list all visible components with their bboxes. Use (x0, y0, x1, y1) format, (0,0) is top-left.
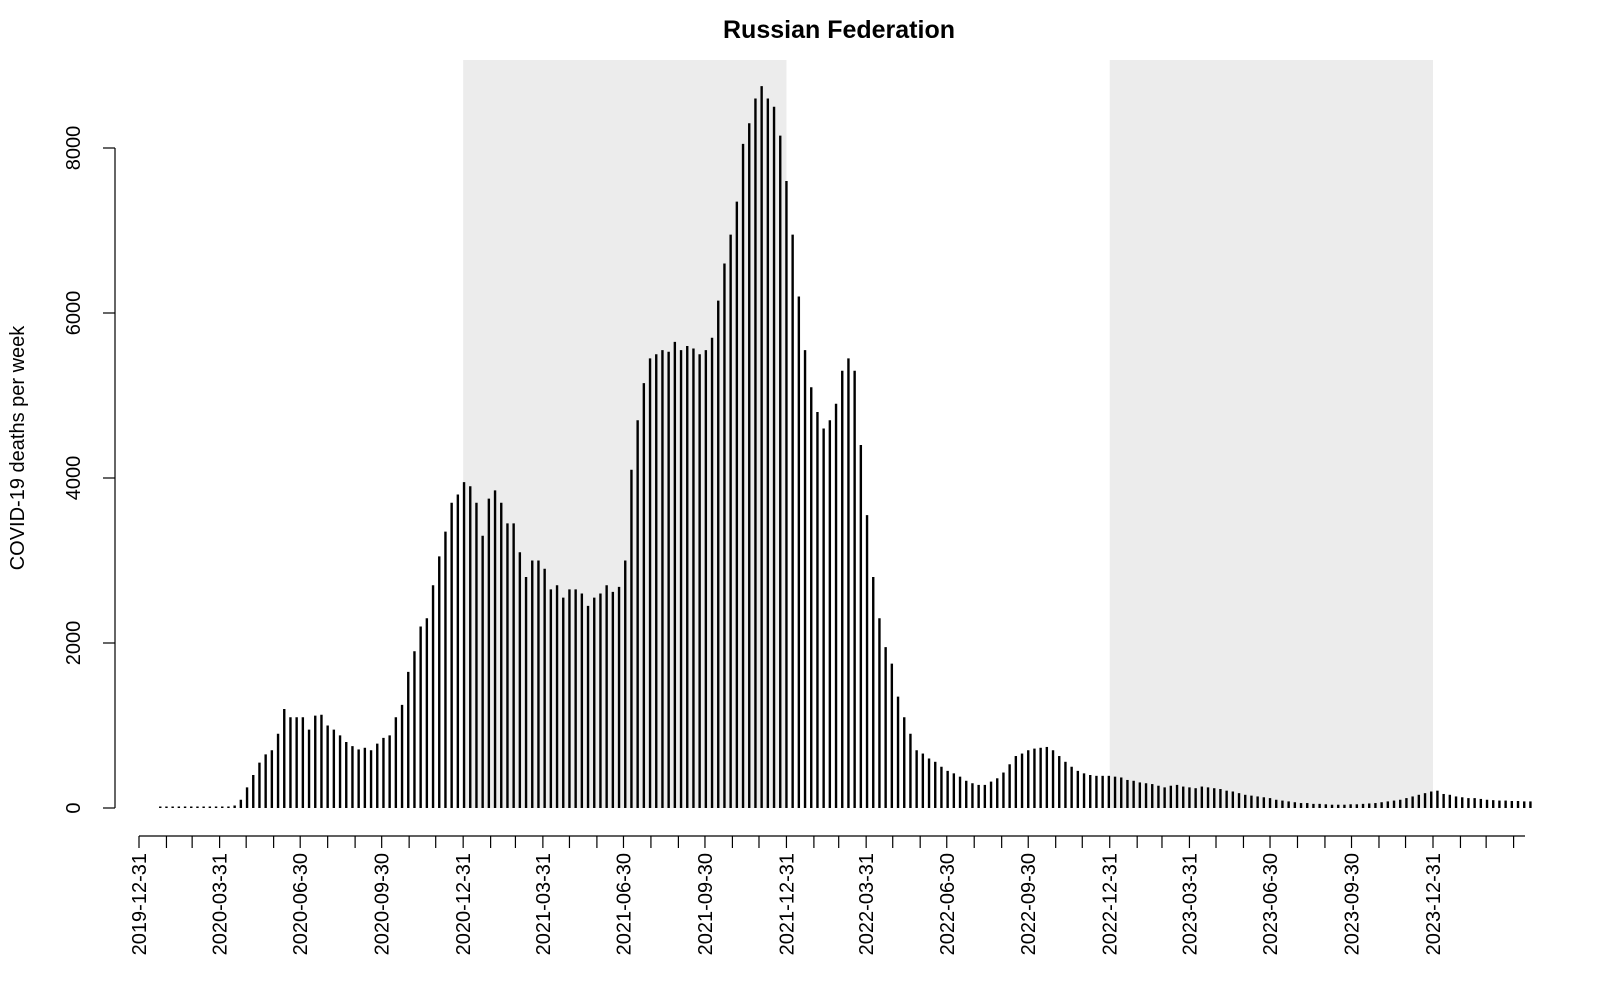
y-tick-label: 8000 (63, 126, 85, 171)
x-tick-label: 2021-12-31 (776, 853, 798, 955)
x-tick-label: 2021-09-30 (695, 853, 717, 955)
x-tick-label: 2020-09-30 (372, 853, 394, 955)
x-tick-label: 2019-12-31 (129, 853, 151, 955)
x-tick-label: 2023-03-31 (1179, 853, 1201, 955)
x-tick-label: 2021-03-31 (533, 853, 555, 955)
x-tick-label: 2022-06-30 (937, 853, 959, 955)
shaded-periods (463, 60, 1433, 808)
x-tick-label: 2023-06-30 (1260, 853, 1282, 955)
x-tick-label: 2020-03-31 (210, 853, 232, 955)
x-tick-label: 2020-06-30 (290, 853, 312, 955)
x-tick-label: 2023-12-31 (1423, 853, 1445, 955)
y-axis-label: COVID-19 deaths per week (7, 325, 29, 571)
x-tick-label: 2022-03-31 (856, 853, 878, 955)
y-tick-label: 0 (63, 802, 85, 813)
y-tick-label: 2000 (63, 621, 85, 666)
x-tick-label: 2022-09-30 (1018, 853, 1040, 955)
x-tick-label: 2023-09-30 (1342, 853, 1364, 955)
x-axis: 2019-12-31 2020-03-31 2020-06-30 2020-09-30… (129, 835, 1525, 955)
y-tick-label: 4000 (63, 456, 85, 501)
x-tick-label: 2021-06-30 (613, 853, 635, 955)
y-axis: 0 2000 4000 6000 8000 (63, 126, 116, 814)
y-tick-label: 6000 (63, 291, 85, 336)
bar-series (159, 86, 1532, 808)
x-tick-label: 2022-12-31 (1100, 853, 1122, 955)
x-tick-label: 2020-12-31 (453, 853, 475, 955)
shaded-period-2 (1109, 60, 1433, 808)
chart-title: Russian Federation (723, 16, 955, 44)
